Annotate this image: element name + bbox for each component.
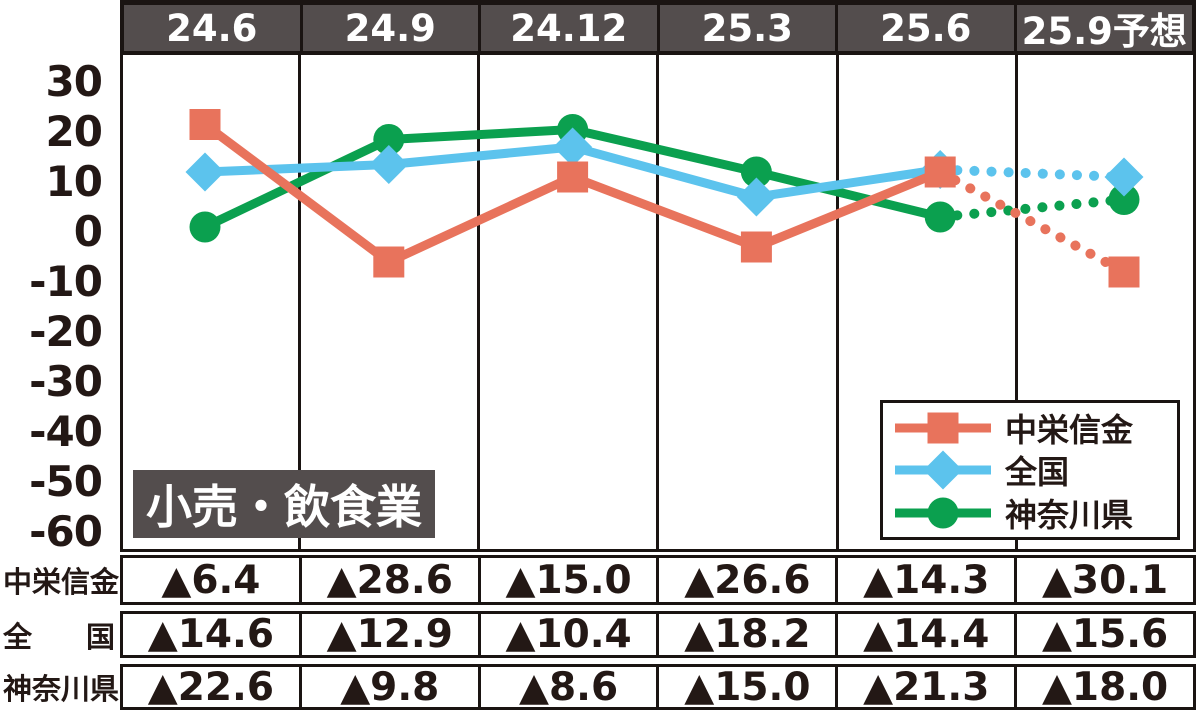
table-cell: ▲6.4: [123, 558, 302, 603]
y-axis: 30 20 10 0 -10 -20 -30 -40 -50 -60: [0, 0, 108, 556]
table-row-label-kanagawa: 神奈川県: [3, 664, 119, 710]
y-tick-label: -10: [29, 257, 103, 306]
legend-chuei-shinkin-marker-square: [927, 412, 959, 443]
legend-label-chuei-shinkin: 中栄信金: [1005, 410, 1134, 449]
legend-label-kanagawa: 神奈川県: [1005, 495, 1134, 534]
table-cell: ▲14.3: [838, 558, 1018, 603]
table-cell: ▲15.6: [1041, 612, 1169, 657]
x-period-label: 24.12: [481, 5, 660, 51]
table-row-label-char: 国: [85, 619, 115, 654]
y-tick-label: -30: [29, 357, 103, 406]
x-period-label: 24.9: [303, 5, 481, 51]
table-cell: ▲26.6: [659, 558, 839, 603]
x-period-label: 25.6: [838, 5, 1017, 51]
table-row-kanagawa: ▲22.6 ▲9.8 ▲8.6 ▲15.0 ▲21.3 ▲18.0: [120, 664, 1196, 710]
legend-item-kanagawa: 神奈川県: [891, 493, 1169, 534]
table-row-label-char: 奈: [32, 672, 62, 706]
column-divider: [835, 55, 839, 552]
x-period-label: 25.9予想: [1021, 10, 1187, 53]
legend-swatch-zenkoku: [895, 450, 991, 490]
table-cell: ▲28.6: [302, 558, 481, 603]
y-tick-label: -40: [29, 407, 103, 456]
legend-item-zenkoku: 全国: [891, 450, 1169, 491]
table-row-label-char: 神: [3, 672, 33, 706]
table-row-label-char: 信: [61, 565, 91, 599]
legend-kanagawa-marker-circle: [927, 497, 959, 528]
table-row-label-char: 川: [61, 672, 91, 706]
y-tick-label: 20: [45, 107, 103, 156]
x-axis-header: 24.6 24.9 24.12 25.3 25.6 25.9予想: [120, 0, 1196, 55]
table-cell: ▲15.0: [481, 558, 660, 603]
column-divider: [477, 55, 481, 552]
table-cell: ▲15.0: [659, 665, 839, 710]
column-divider: [297, 55, 301, 552]
table-cell: ▲18.0: [1041, 664, 1169, 710]
y-tick-label: 0: [73, 207, 103, 256]
y-tick-label: 30: [45, 57, 103, 106]
legend-swatch-chuei-shinkin: [895, 412, 991, 443]
table-cell: ▲14.6: [123, 612, 302, 657]
table-cell: ▲8.6: [481, 665, 660, 710]
legend-label-zenkoku: 全国: [1005, 453, 1070, 491]
x-period-label: 25.3: [660, 5, 838, 51]
column-divider: [656, 55, 660, 552]
table-cell: ▲14.4: [838, 612, 1018, 657]
y-tick-label: -60: [29, 507, 103, 556]
table-row-label-char: 栄: [32, 565, 62, 599]
table-row-label-zenkoku: 全国: [3, 611, 115, 658]
table-row-label-char: 中: [3, 565, 33, 599]
industry-label-badge: 小売・飲食業: [133, 470, 435, 538]
table-row-zenkoku: ▲14.6 ▲12.9 ▲10.4 ▲18.2 ▲14.4 ▲15.6: [120, 611, 1196, 658]
table-cell: ▲12.9: [302, 612, 481, 657]
legend-item-chuei-shinkin: 中栄信金: [891, 408, 1169, 449]
table-cell: ▲22.6: [123, 665, 302, 710]
table-row-label-char: 全: [3, 619, 33, 654]
legend: 中栄信金全国神奈川県: [880, 400, 1180, 540]
y-tick-label: -50: [29, 457, 103, 506]
y-tick-label: -20: [29, 307, 103, 356]
table-row-label-char: 金: [90, 565, 120, 599]
table-cell: ▲9.8: [302, 665, 481, 710]
y-tick-label: 10: [45, 157, 103, 206]
x-period-label: 24.6: [124, 5, 303, 51]
table-row-label-char: 県: [90, 672, 120, 706]
table-row-chuei-shinkin: ▲6.4 ▲28.6 ▲15.0 ▲26.6 ▲14.3 ▲30.1: [120, 555, 1196, 605]
table-cell: ▲30.1: [1041, 557, 1169, 603]
column-divider: [1015, 55, 1019, 552]
legend-zenkoku-marker-diamond: [923, 450, 963, 490]
table-row-label-chuei-shinkin: 中栄信金: [3, 555, 119, 605]
legend-swatch-kanagawa: [895, 497, 991, 528]
table-cell: ▲21.3: [838, 665, 1018, 710]
table-cell: ▲10.4: [481, 612, 660, 657]
industry-label: 小売・飲食業: [146, 480, 422, 534]
table-cell: ▲18.2: [659, 612, 839, 657]
